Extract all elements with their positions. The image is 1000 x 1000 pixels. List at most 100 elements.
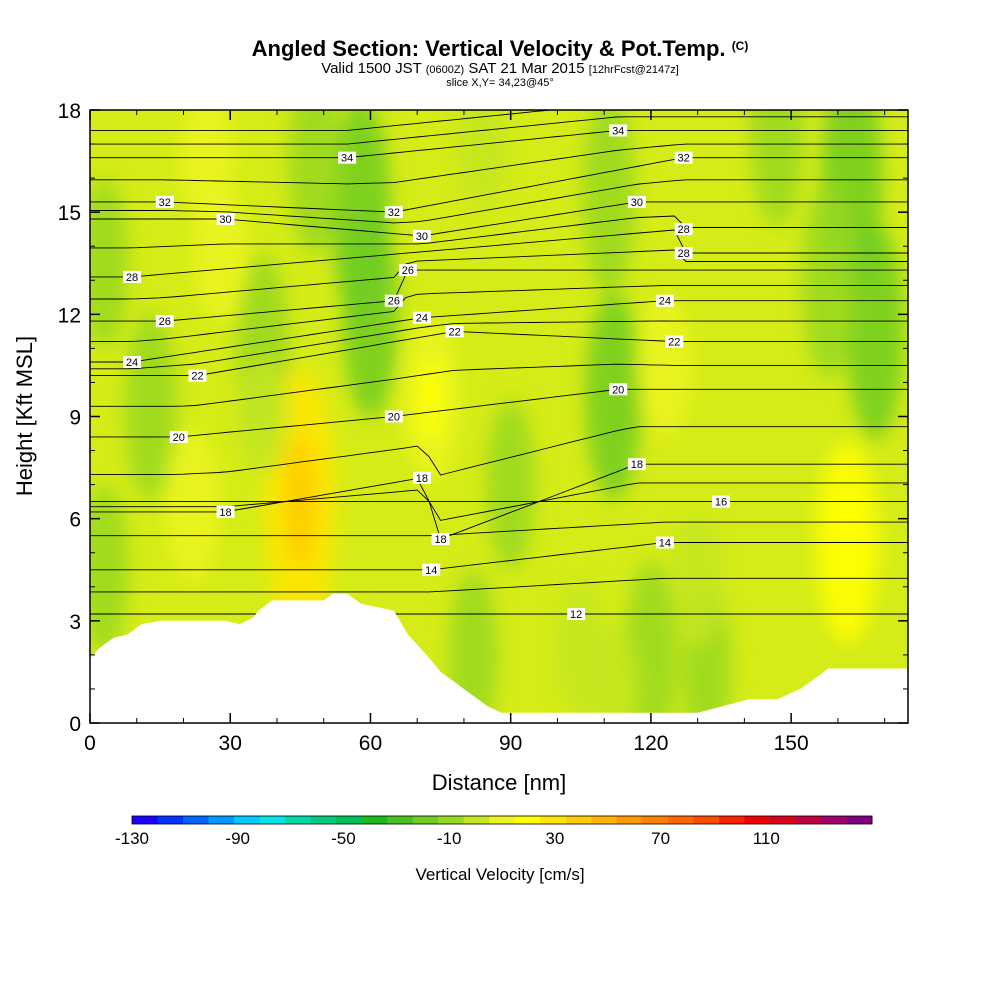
isentrope-label-text: 14 xyxy=(425,565,437,577)
isentrope-label-box xyxy=(674,247,693,260)
colorbar-swatch xyxy=(820,816,847,824)
colorbar-swatch xyxy=(361,816,388,824)
isentrope-label-box xyxy=(123,270,142,283)
colorbar-swatch xyxy=(387,816,414,824)
isentrope-label: 14 xyxy=(655,536,674,550)
isentrope-labels: 34 34 32 32 32 30 30 30 28 28 28 26 26 26 24 24 24 22 22 22… xyxy=(123,124,731,621)
colorbar-swatch xyxy=(514,816,541,824)
isentrope-label-box xyxy=(609,124,628,137)
updraft-core xyxy=(456,110,509,207)
colorbar-tick-label: 70 xyxy=(651,829,670,848)
isentrope-33 xyxy=(90,143,908,185)
isentrope-20 xyxy=(90,388,908,438)
isentrope-label: 24 xyxy=(412,311,431,325)
downdraft-band xyxy=(801,181,856,380)
isentrope-label-text: 32 xyxy=(388,207,400,219)
isentrope-13 xyxy=(90,577,908,593)
isentrope-label-box xyxy=(216,505,235,518)
isentrope-label: 24 xyxy=(655,294,674,308)
isentrope-label-box xyxy=(412,471,431,484)
y-tick-label: 12 xyxy=(58,304,81,327)
isentrope-label: 34 xyxy=(609,124,628,137)
downdraft-band xyxy=(750,110,805,226)
valid-time: Valid 1500 JST xyxy=(321,60,422,77)
isentrope-label-text: 32 xyxy=(159,197,171,209)
isentrope-label-text: 22 xyxy=(448,326,460,338)
isentrope-label-box xyxy=(445,325,464,338)
isentrope-label-box xyxy=(188,369,207,382)
isentrope-label-box xyxy=(422,563,441,576)
colorbar: -130 -90 -50 -10 30 70 110 xyxy=(115,815,873,848)
colorbar-swatch xyxy=(489,816,516,824)
valid-date: SAT 21 Mar 2015 xyxy=(468,60,585,77)
isentrope-29 xyxy=(90,215,908,249)
isentrope-label-box xyxy=(674,223,693,236)
isentrope-label-text: 18 xyxy=(434,534,446,546)
isentrope-26 xyxy=(90,269,908,322)
isentrope-label: 28 xyxy=(674,223,693,236)
isentrope-label-text: 18 xyxy=(416,473,428,485)
colorbar-swatch xyxy=(438,816,465,824)
isentrope-label-box xyxy=(665,335,684,348)
colorbar-swatch xyxy=(591,816,618,824)
colorbar-swatch xyxy=(642,816,669,824)
isentrope-label-box xyxy=(412,311,431,324)
isentrope-35 xyxy=(90,116,908,145)
colorbar-swatch xyxy=(540,816,567,824)
forecast-info: [12hrFcst@2147z] xyxy=(588,64,679,76)
isentrope-28 xyxy=(90,229,908,278)
colorbar-label: Vertical Velocity [cm/s] xyxy=(415,865,584,884)
isentrope-label-box xyxy=(398,264,417,277)
isentrope-label: 26 xyxy=(155,315,174,328)
colorbar-swatch xyxy=(259,816,286,824)
axes: 0 30 60 90 120 150 0 3 6 9 12 15 18 xyxy=(58,100,908,755)
colorbar-tick-label: -10 xyxy=(437,829,462,848)
colorbar-swatch xyxy=(744,816,771,824)
terrain-mask xyxy=(90,593,908,723)
isentrope-label: 32 xyxy=(155,195,174,209)
isentrope-label: 26 xyxy=(398,264,417,277)
isentrope-label-box xyxy=(431,533,450,546)
colorbar-swatch xyxy=(769,816,796,824)
isentrope-label-text: 20 xyxy=(388,412,400,424)
isentrope-label-text: 24 xyxy=(416,313,428,325)
isentrope-label-box xyxy=(216,212,235,225)
isentrope-label-text: 30 xyxy=(219,214,231,226)
isentrope-label-box xyxy=(655,536,674,549)
isentrope-label: 18 xyxy=(627,458,646,471)
y-tick-label: 0 xyxy=(69,713,81,736)
isentrope-label-text: 22 xyxy=(668,337,680,349)
y-axis-label: Height [Kft MSL] xyxy=(12,336,37,496)
colorbar-tick-label: 110 xyxy=(753,829,780,848)
colorbar-swatch xyxy=(132,816,159,824)
isentrope-label-box xyxy=(712,495,731,508)
isentrope-label: 22 xyxy=(445,325,464,338)
colorbar-tick-label: -50 xyxy=(331,829,356,848)
isentrope-label-text: 26 xyxy=(388,296,400,308)
isentrope-14 xyxy=(90,542,908,571)
isentrope-32 xyxy=(90,157,908,213)
colorbar-swatch xyxy=(667,816,694,824)
chart-title: Angled Section: Vertical Velocity & Pot.… xyxy=(0,36,1000,62)
isentrope-24 xyxy=(90,300,908,363)
slice-info: slice X,Y= 34,23@45° xyxy=(446,77,554,89)
vertical-velocity-field xyxy=(90,110,905,723)
isentrope-label-box xyxy=(384,294,403,307)
isentrope-label: 20 xyxy=(169,430,188,444)
isentrope-label-text: 32 xyxy=(678,153,690,165)
updraft-core xyxy=(670,514,725,646)
x-tick-label: 60 xyxy=(359,732,382,755)
y-tick-label: 3 xyxy=(69,611,81,634)
isentrope-label-text: 14 xyxy=(659,538,671,550)
x-tick-label: 150 xyxy=(774,732,809,755)
isentrope-label: 16 xyxy=(712,495,731,509)
isentrope-label-text: 22 xyxy=(191,371,203,383)
isentrope-label-box xyxy=(655,294,674,307)
isentrope-label-box xyxy=(155,195,174,208)
isentrope-23 xyxy=(90,320,908,370)
isentrope-label-text: 20 xyxy=(173,432,185,444)
isentrope-label-box xyxy=(627,458,646,471)
isentrope-label: 22 xyxy=(665,335,684,349)
isentrope-label-box xyxy=(674,151,693,164)
